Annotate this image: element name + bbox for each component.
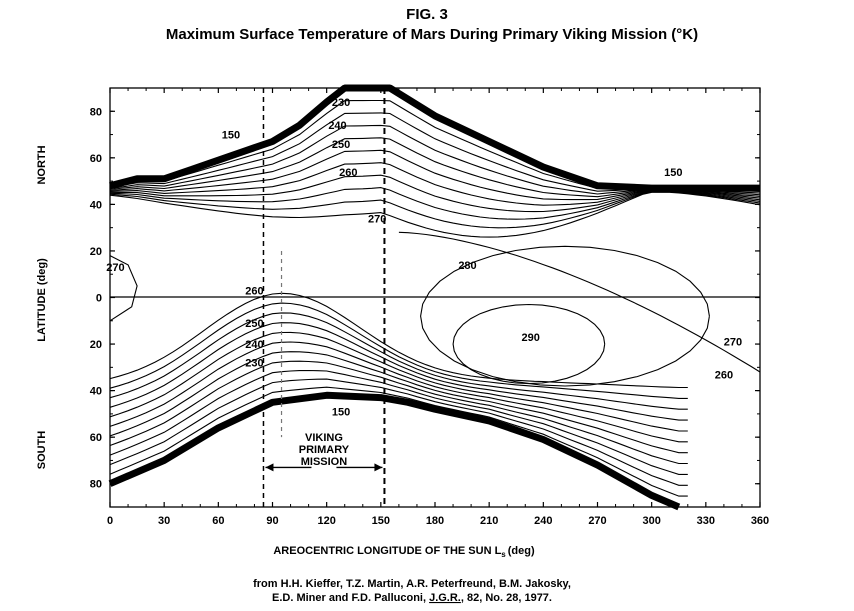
south-polar-cap-boundary bbox=[108, 391, 681, 511]
isotherm-south bbox=[109, 341, 688, 443]
y-tick-label: 40 bbox=[90, 386, 102, 398]
citation-volume: , 82, No. 28, 1977. bbox=[461, 592, 552, 604]
contour-label-260: 260 bbox=[339, 167, 357, 179]
y-tick-label: 20 bbox=[90, 246, 102, 258]
contour-lines bbox=[109, 99, 761, 497]
isotherm-290-loop bbox=[452, 303, 606, 385]
isotherm-south bbox=[109, 292, 688, 389]
chart-title: Maximum Surface Temperature of Mars Duri… bbox=[166, 26, 698, 43]
y-tick-label: 60 bbox=[90, 153, 102, 165]
contour-labels: 230 240 250 260 270 270 280 290 270 260 260 250 240 2… bbox=[106, 97, 742, 419]
isotherm-south bbox=[109, 378, 688, 486]
x-tick-label: 330 bbox=[697, 515, 715, 527]
contour-label-260: 260 bbox=[245, 286, 263, 298]
north-polar-cap-boundary bbox=[109, 84, 760, 192]
x-tick-label: 150 bbox=[372, 515, 390, 527]
x-tick-label: 180 bbox=[426, 515, 444, 527]
arrowhead-right bbox=[374, 463, 383, 472]
y-tick-label: 0 bbox=[96, 293, 102, 305]
contour-label-270: 270 bbox=[106, 262, 124, 274]
isotherm-north bbox=[109, 191, 761, 238]
isotherm-270-left bbox=[109, 255, 138, 322]
isotherm-south bbox=[109, 351, 688, 454]
y-tick-label: 80 bbox=[90, 479, 102, 491]
contour-label-240: 240 bbox=[328, 120, 346, 132]
x-tick-label: 120 bbox=[317, 515, 335, 527]
x-tick-label: 0 bbox=[107, 515, 113, 527]
isotherm-north bbox=[109, 124, 761, 195]
isotherm-north bbox=[109, 162, 761, 206]
isotherm-south bbox=[109, 386, 688, 497]
y-axis-label: LATITUDE (deg) bbox=[36, 258, 48, 342]
mission-label-line: VIKING bbox=[305, 432, 343, 444]
x-tick-label: 30 bbox=[158, 515, 170, 527]
arrowhead-left bbox=[265, 463, 274, 472]
isotherm-270-right bbox=[398, 231, 761, 373]
y-tick-label: 80 bbox=[90, 106, 102, 118]
x-tick-label: 270 bbox=[588, 515, 606, 527]
contour-label-150: 150 bbox=[332, 407, 350, 419]
citation-line-1: from H.H. Kieffer, T.Z. Martin, A.R. Pet… bbox=[253, 578, 571, 590]
isotherm-south bbox=[109, 369, 688, 475]
contour-label-280: 280 bbox=[458, 260, 476, 272]
citation-line-2: E.D. Miner and F.D. Palluconi, J.G.R., 8… bbox=[272, 592, 552, 604]
isotherm-south bbox=[109, 322, 688, 421]
south-label: SOUTH bbox=[36, 431, 48, 470]
isotherm-south bbox=[109, 302, 688, 399]
x-axis-label: AREOCENTRIC LONGITUDE OF THE SUN Ls (deg) bbox=[273, 545, 535, 559]
y-tick-label: 60 bbox=[90, 432, 102, 444]
isotherm-north bbox=[109, 112, 761, 192]
x-tick-label: 210 bbox=[480, 515, 498, 527]
contour-label-270: 270 bbox=[724, 337, 742, 349]
y-tick-label: 40 bbox=[90, 199, 102, 211]
mission-label-line: MISSION bbox=[301, 456, 348, 468]
x-tick-label: 240 bbox=[534, 515, 552, 527]
x-axis-label-unit: (deg) bbox=[508, 545, 535, 557]
y-tick-label: 20 bbox=[90, 339, 102, 351]
x-tick-label: 360 bbox=[751, 515, 769, 527]
isotherm-north bbox=[109, 174, 761, 213]
isotherm-south bbox=[109, 360, 688, 465]
contour-label-230: 230 bbox=[245, 358, 263, 370]
contour-label-260: 260 bbox=[715, 369, 733, 381]
contour-label-250: 250 bbox=[245, 318, 263, 330]
contour-label-230: 230 bbox=[332, 97, 350, 109]
x-axis-ticks: 0 30 60 90 120 150 180 210 240 270 300 330 360 bbox=[107, 88, 769, 527]
contour-label-290: 290 bbox=[522, 332, 540, 344]
x-axis-label-main: AREOCENTRIC LONGITUDE OF THE SUN L bbox=[273, 545, 501, 557]
isotherm-south bbox=[109, 312, 688, 410]
north-label: NORTH bbox=[36, 145, 48, 184]
x-tick-label: 60 bbox=[212, 515, 224, 527]
polar-cap-boundaries bbox=[108, 84, 760, 511]
mission-label-line: PRIMARY bbox=[299, 444, 350, 456]
contour-label-270: 270 bbox=[368, 213, 386, 225]
figure-label: FIG. 3 bbox=[406, 6, 448, 23]
contour-label-150: 150 bbox=[664, 167, 682, 179]
citation-authors: E.D. Miner and F.D. Palluconi, bbox=[272, 592, 429, 604]
contour-label-240: 240 bbox=[245, 339, 263, 351]
y-axis-ticks: 80 60 40 20 0 20 40 60 80 bbox=[90, 87, 760, 508]
x-tick-label: 300 bbox=[642, 515, 660, 527]
contour-label-250: 250 bbox=[332, 139, 350, 151]
x-tick-label: 90 bbox=[266, 515, 278, 527]
isotherm-south bbox=[109, 331, 688, 432]
contour-label-150: 150 bbox=[222, 130, 240, 142]
x-axis-label-subscript: s bbox=[501, 550, 506, 559]
citation-journal: J.G.R. bbox=[429, 592, 461, 604]
isotherm-280-loop bbox=[420, 245, 710, 387]
